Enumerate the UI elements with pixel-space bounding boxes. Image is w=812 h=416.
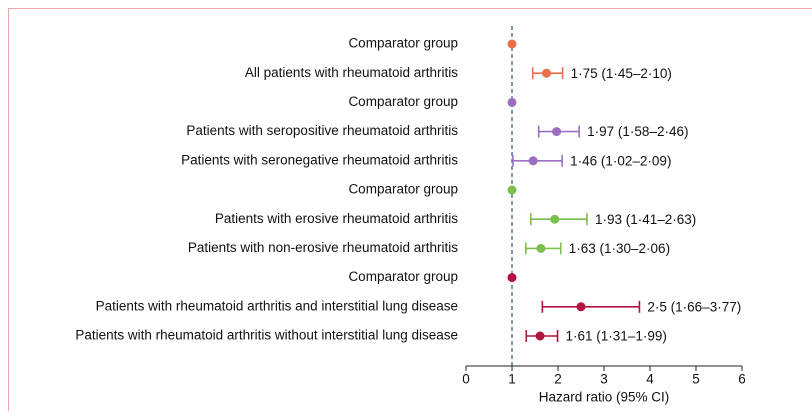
value-label: 1·61 (1·31–1·99) [566, 329, 667, 344]
row-label: Comparator group [348, 36, 458, 51]
value-label: 1·63 (1·30–2·06) [569, 241, 670, 256]
value-label: 1·46 (1·02–2·09) [570, 153, 671, 168]
x-tick-label: 1 [508, 372, 516, 387]
row-label: Comparator group [348, 94, 458, 109]
estimate-point [550, 215, 559, 224]
row-label: Patients with seronegative rheumatoid ar… [181, 152, 458, 167]
x-axis-label: Hazard ratio (95% CI) [539, 390, 670, 405]
estimate-point [508, 186, 517, 195]
row-label: Patients with rheumatoid arthritis and i… [96, 298, 458, 313]
x-tick-label: 2 [554, 372, 562, 387]
estimate-point [536, 244, 545, 253]
x-tick-label: 3 [600, 372, 608, 387]
estimate-point [552, 127, 561, 136]
value-label: 1·93 (1·41–2·63) [595, 212, 696, 227]
row-label: All patients with rheumatoid arthritis [245, 65, 458, 80]
x-tick-label: 4 [646, 372, 654, 387]
estimate-point [508, 98, 517, 107]
value-label: 1·97 (1·58–2·46) [587, 124, 688, 139]
value-label: 1·75 (1·45–2·10) [571, 66, 672, 81]
row-label: Comparator group [348, 269, 458, 284]
estimate-point [536, 332, 545, 341]
row-label: Patients with erosive rheumatoid arthrit… [215, 211, 458, 226]
row-label: Patients with non-erosive rheumatoid art… [188, 240, 458, 255]
estimate-point [577, 302, 586, 311]
x-tick-label: 0 [462, 372, 470, 387]
estimate-point [542, 69, 551, 78]
estimate-point [508, 40, 517, 49]
row-label: Patients with seropositive rheumatoid ar… [186, 123, 458, 138]
estimate-point [508, 273, 517, 282]
row-label: Patients with rheumatoid arthritis witho… [75, 328, 458, 343]
value-label: 2·5 (1·66–3·77) [647, 299, 741, 314]
x-tick-label: 5 [692, 372, 700, 387]
x-tick-label: 6 [738, 372, 746, 387]
row-label: Comparator group [348, 182, 458, 197]
estimate-point [529, 156, 538, 165]
